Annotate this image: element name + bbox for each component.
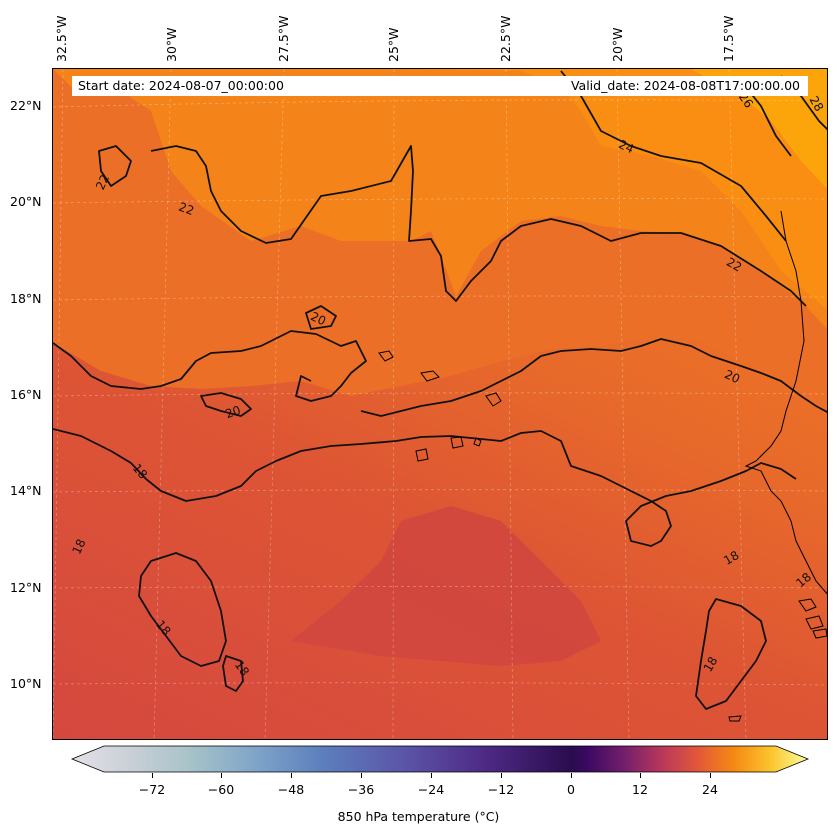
colorbar-bar	[70, 745, 810, 773]
lon-label-27-5w: 27.5°W	[276, 15, 291, 62]
contour-22-b	[150, 145, 807, 307]
contour-20-east	[360, 338, 827, 417]
colorbar-tickmark	[710, 773, 711, 778]
colorbar-tickmark	[221, 773, 222, 778]
contour-22	[98, 145, 132, 187]
colorbar-tick-label: −24	[417, 782, 445, 797]
lon-label-20w: 20°W	[610, 27, 625, 62]
lat-label-22n: 22°N	[10, 98, 42, 113]
temperature-map: 18 18 18 18 18 18 18 20 20 20 22 22 22 2…	[52, 68, 828, 740]
cape-verde-island-5	[473, 437, 482, 447]
contour-18-island-west	[138, 552, 227, 667]
contour-label-18-e: 18	[721, 548, 741, 568]
colorbar-tick-label: −48	[277, 782, 305, 797]
contour-label-24: 24	[616, 137, 636, 156]
contour-label-22-c: 22	[724, 255, 744, 275]
graticule	[53, 69, 827, 739]
field-hotter-band	[421, 69, 827, 310]
colorbar-tick-label: 24	[702, 782, 718, 797]
colorbar-tick-label: 12	[632, 782, 648, 797]
colorbar-tick-label: −72	[138, 782, 166, 797]
lat-label-12n: 12°N	[10, 580, 42, 595]
colorbar-tick-label: −12	[487, 782, 515, 797]
colorbar-tickmark	[152, 773, 153, 778]
lon-label-22-5w: 22.5°W	[498, 15, 513, 62]
colorbar-tickmark	[431, 773, 432, 778]
contour-label-20-c: 20	[722, 367, 742, 386]
colorbar-tick-label: −36	[347, 782, 375, 797]
africa-coast	[744, 210, 827, 595]
contour-18	[53, 428, 797, 547]
cape-verde-island-1	[378, 350, 394, 362]
contour-24	[560, 70, 787, 242]
colorbar-tick-label: −60	[207, 782, 235, 797]
bissagos-islands	[798, 598, 827, 639]
colorbar-label: 850 hPa temperature (°C)	[337, 809, 500, 824]
contour-label-18-f: 18	[701, 654, 721, 674]
contour-label-28: 28	[807, 94, 827, 114]
lon-label-30w: 30°W	[164, 27, 179, 62]
cape-verde-island-4	[450, 436, 464, 449]
colorbar-tickmark	[291, 773, 292, 778]
cape-verde-island-3	[485, 392, 502, 407]
lon-label-17-5w: 17.5°W	[721, 15, 736, 62]
contour-label-22-a: 22	[93, 172, 112, 192]
contour-label-20-b: 20	[223, 403, 242, 421]
lat-label-10n: 10°N	[10, 676, 42, 691]
contour-18-island-east	[695, 598, 767, 710]
colorbar-tickmark	[361, 773, 362, 778]
contour-label-18-b: 18	[69, 537, 88, 557]
contour-label-22-b: 22	[177, 200, 196, 218]
contour-20	[53, 330, 367, 402]
field-hottest-corner	[691, 69, 827, 189]
lat-label-14n: 14°N	[10, 483, 42, 498]
colorbar-tick-label: 0	[567, 782, 575, 797]
contour-label-20-a: 20	[308, 309, 328, 328]
coastlines	[378, 210, 827, 722]
lat-label-20n: 20°N	[10, 194, 42, 209]
field-cool-patch	[291, 506, 601, 666]
cape-verde-island-2	[420, 370, 440, 382]
date-header: Start date: 2024-08-07_00:00:00 Valid_da…	[72, 76, 808, 96]
lon-label-32-5w: 32.5°W	[54, 15, 69, 62]
colorbar	[70, 745, 810, 773]
contour-20-north	[305, 305, 337, 330]
temperature-field: 18 18 18 18 18 18 18 20 20 20 22 22 22 2…	[53, 69, 827, 739]
colorbar-tickmark	[571, 773, 572, 778]
cape-verde-island-6	[415, 448, 429, 462]
colorbar-tickmark	[501, 773, 502, 778]
lat-label-16n: 16°N	[10, 387, 42, 402]
colorbar-tickmark	[640, 773, 641, 778]
lon-label-25w: 25°W	[386, 27, 401, 62]
start-date-text: Start date: 2024-08-07_00:00:00	[78, 78, 284, 93]
contour-20-loop	[200, 392, 252, 417]
lat-label-18n: 18°N	[10, 291, 42, 306]
valid-date-text: Valid_date: 2024-08-08T17:00:00.00	[570, 78, 800, 93]
contour-18-small	[222, 655, 244, 692]
contour-lines	[53, 70, 827, 710]
contour-label-group: 18 18 18 18 18 18 18 20 20 20 22 22 22 2…	[69, 90, 826, 679]
south-islet	[728, 715, 742, 722]
